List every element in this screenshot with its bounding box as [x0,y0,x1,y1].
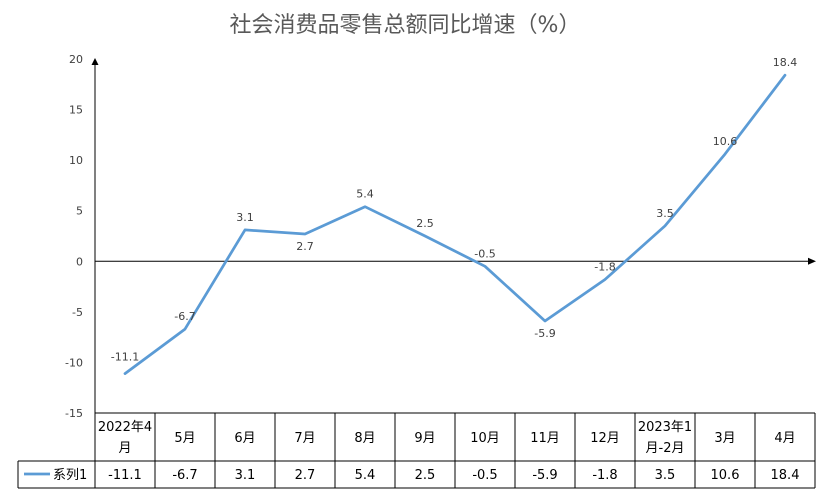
table-value-cell: 5.4 [355,468,376,483]
category-label: 月-2月 [646,441,685,456]
category-label: 7月 [294,431,315,446]
y-tick-label: -10 [65,356,83,369]
table-value-cell: -1.8 [592,468,617,483]
y-axis-arrow [91,58,99,65]
category-label: 2023年1 [638,420,692,435]
data-label: -11.1 [111,351,139,364]
data-label: -6.7 [174,310,195,323]
category-label: 12月 [590,431,620,446]
data-label: -5.9 [534,327,555,340]
data-label: 10.6 [713,135,738,148]
chart-title: 社会消费品零售总额同比增速（%） [230,13,581,38]
y-tick-labels: -15 -10 -5 0 5 10 15 20 [65,53,83,420]
data-label: 3.1 [236,211,254,224]
series-line-1 [123,73,787,375]
data-label: 5.4 [356,188,374,201]
category-label: 4月 [774,431,795,446]
y-tick-label: 15 [69,104,83,117]
table-value-cell: 3.5 [655,468,676,483]
y-tick-label: 20 [69,53,83,66]
table-value-cell: -6.7 [172,468,197,483]
category-label: 11月 [530,431,560,446]
table-value-cell: 3.1 [235,468,256,483]
table-value-cell: 2.7 [295,468,316,483]
data-label: 3.5 [656,207,674,220]
x-axis-arrow [808,257,816,265]
table-value-cell: 18.4 [771,468,800,483]
series-layer [123,73,787,375]
data-label: 2.5 [416,217,434,230]
y-tick-label: -15 [65,407,83,420]
table-value-cell: -0.5 [472,468,497,483]
table-value-cell: 2.5 [415,468,436,483]
category-label: 9月 [414,431,435,446]
category-label: 2022年4 [98,420,152,435]
axes [91,58,816,413]
data-table: 2022年4 月 5月 6月 7月 8月 9月 10月 11月 12月 2023年1 月-2月 3月 4月… [17,412,816,489]
data-label: 18.4 [773,56,798,69]
y-tick-label: -5 [72,306,83,319]
table-value-cell: -5.9 [532,468,557,483]
category-label: 5月 [174,431,195,446]
y-tick-label: 5 [76,205,83,218]
category-label: 10月 [470,431,500,446]
legend-label: 系列1 [53,468,87,483]
y-tick-label: 0 [76,255,83,268]
data-label: -1.8 [594,260,615,273]
data-labels: -11.1 -6.7 3.1 2.7 5.4 2.5 -0.5 -5.9 -1.8 3.5 10.6… [111,56,797,363]
data-label: -0.5 [474,247,495,260]
data-label: 2.7 [296,240,314,253]
table-value-cell: -11.1 [108,468,142,483]
y-tick-label: 10 [69,154,83,167]
category-label: 3月 [714,431,735,446]
category-label: 月 [118,441,131,456]
table-value-cell: 10.6 [711,468,740,483]
category-label: 6月 [234,431,255,446]
category-label: 8月 [354,431,375,446]
